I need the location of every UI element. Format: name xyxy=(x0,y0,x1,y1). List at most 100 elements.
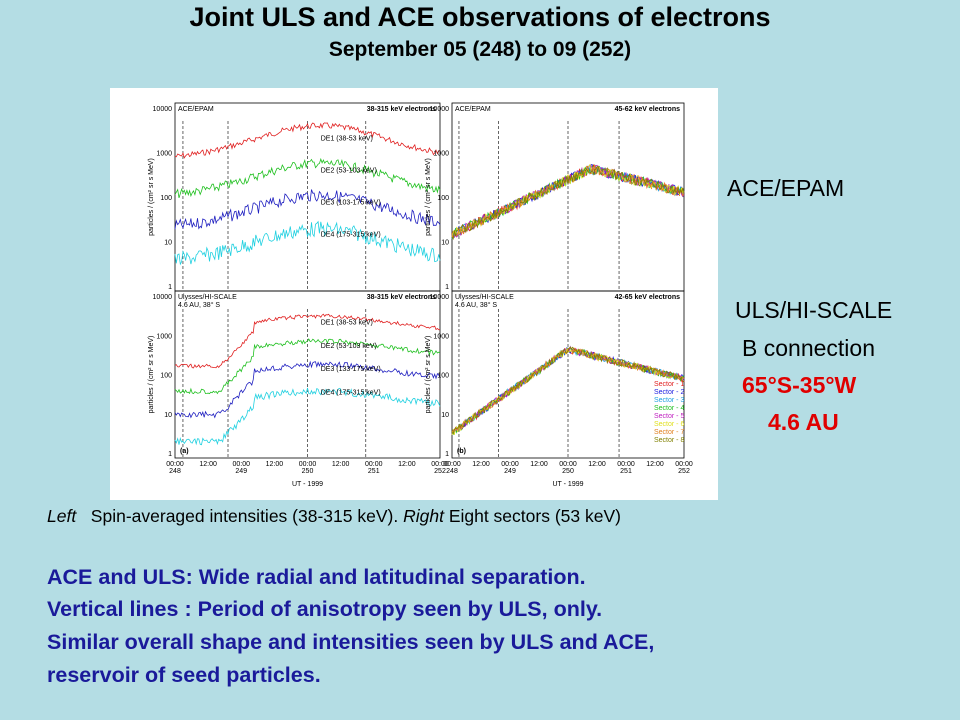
trace xyxy=(451,164,685,240)
x-tick-label: 00:00 xyxy=(365,461,383,468)
caption-text: Spin-averaged intensities (38-315 keV). xyxy=(90,506,399,526)
x-day-label: 249 xyxy=(235,468,247,475)
channel-label: DE4 (175-315 keV) xyxy=(321,390,381,397)
title: Joint ULS and ACE observations of electr… xyxy=(189,2,771,32)
panel-location: 4.6 AU, 38° S xyxy=(178,301,220,309)
x-tick-label: 12:00 xyxy=(199,461,217,468)
y-tick-label: 10000 xyxy=(430,106,450,113)
side-label: 4.6 AU xyxy=(768,409,839,435)
x-tick-label: 12:00 xyxy=(332,461,350,468)
y-tick-label: 1 xyxy=(445,451,449,458)
side-label: ACE/EPAM xyxy=(727,175,845,201)
sector-label: Sector - 2 xyxy=(654,389,684,396)
x-day-label: 250 xyxy=(302,468,314,475)
trace xyxy=(174,387,441,446)
panel-letter: (a) xyxy=(180,448,189,455)
x-tick-label: 00:00 xyxy=(501,461,519,468)
side-label: ULS/HI-SCALE xyxy=(735,297,893,323)
y-tick-label: 1 xyxy=(445,284,449,291)
y-tick-label: 100 xyxy=(437,373,449,380)
y-axis-label: particles / (cm² sr s MeV) xyxy=(425,158,432,236)
channel-label: DE4 (175-315 keV) xyxy=(321,231,381,238)
x-tick-label: 00:00 xyxy=(431,461,449,468)
channel-label: DE1 (38-53 keV) xyxy=(321,319,373,326)
y-tick-label: 10000 xyxy=(430,294,450,301)
panel-instrument: ACE/EPAM xyxy=(178,106,214,113)
panel-energy: 38-315 keV electrons xyxy=(367,106,436,113)
side-label: B connection xyxy=(742,335,875,361)
sector-label: Sector - 4 xyxy=(654,405,684,412)
y-tick-label: 1000 xyxy=(433,333,449,340)
y-tick-label: 10 xyxy=(164,412,172,419)
x-tick-label: 00:00 xyxy=(617,461,635,468)
y-tick-label: 10 xyxy=(441,412,449,419)
y-tick-label: 10 xyxy=(164,240,172,247)
y-tick-label: 100 xyxy=(437,195,449,202)
x-day-label: 249 xyxy=(504,468,516,475)
y-tick-label: 100 xyxy=(160,373,172,380)
trace xyxy=(174,189,441,230)
panel-instrument: ACE/EPAM xyxy=(455,106,491,113)
side-label: 65°S-35°W xyxy=(742,372,857,398)
y-tick-label: 1000 xyxy=(156,151,172,158)
x-tick-label: 12:00 xyxy=(588,461,606,468)
sector-label: Sector - 8 xyxy=(654,437,684,444)
trace xyxy=(451,346,685,435)
y-tick-label: 1000 xyxy=(433,151,449,158)
x-tick-label: 00:00 xyxy=(299,461,317,468)
x-axis-label: UT - 1999 xyxy=(292,481,323,488)
x-day-label: 248 xyxy=(169,468,181,475)
sector-label: Sector - 7 xyxy=(654,429,684,436)
x-day-label: 251 xyxy=(368,468,380,475)
caption-term: Right xyxy=(403,506,444,526)
x-tick-label: 12:00 xyxy=(530,461,548,468)
y-tick-label: 10000 xyxy=(153,106,173,113)
y-tick-label: 100 xyxy=(160,195,172,202)
y-axis-label: particles / (cm² sr s MeV) xyxy=(425,336,432,414)
sector-label: Sector - 5 xyxy=(654,413,684,420)
trace xyxy=(174,338,441,395)
x-day-label: 251 xyxy=(620,468,632,475)
trace xyxy=(174,157,441,199)
x-tick-label: 12:00 xyxy=(472,461,490,468)
x-tick-label: 12:00 xyxy=(398,461,416,468)
x-day-label: 248 xyxy=(446,468,458,475)
body-line: ACE and ULS: Wide radial and latitudinal… xyxy=(47,565,586,589)
y-axis-label: particles / (cm² sr s MeV) xyxy=(148,158,155,236)
body-line: reservoir of seed particles. xyxy=(47,663,321,687)
caption: Left Spin-averaged intensities (38-315 k… xyxy=(47,506,621,527)
figure-background xyxy=(110,88,718,500)
channel-label: DE3 (133-175 keV) xyxy=(321,366,381,373)
panel-energy: 42-65 keV electrons xyxy=(615,294,680,301)
channel-label: DE2 (53-103 keV) xyxy=(321,168,377,175)
x-tick-label: 00:00 xyxy=(166,461,184,468)
x-tick-label: 00:00 xyxy=(559,461,577,468)
panel-location: 4.6 AU, 38° S xyxy=(455,301,497,309)
trace xyxy=(174,360,441,419)
sector-label: Sector - 6 xyxy=(654,421,684,428)
y-tick-label: 1 xyxy=(168,284,172,291)
x-tick-label: 12:00 xyxy=(266,461,284,468)
panel-letter: (b) xyxy=(457,448,466,455)
x-day-label: 252 xyxy=(434,468,446,475)
trace xyxy=(451,165,685,240)
channel-label: DE2 (53-103 keV) xyxy=(321,343,377,350)
x-axis-label: UT - 1999 xyxy=(553,481,584,488)
panel-energy: 38-315 keV electrons xyxy=(367,294,436,301)
trace xyxy=(174,313,441,369)
y-tick-label: 1000 xyxy=(156,333,172,340)
x-tick-label: 12:00 xyxy=(646,461,664,468)
caption-term: Left xyxy=(47,506,77,526)
trace xyxy=(174,122,441,159)
sector-label: Sector - 3 xyxy=(654,397,684,404)
body-line: Vertical lines : Period of anisotropy se… xyxy=(47,597,603,621)
panel-energy: 45-62 keV electrons xyxy=(615,106,680,113)
x-tick-label: 00:00 xyxy=(675,461,693,468)
plot-frame xyxy=(451,290,685,459)
x-tick-label: 00:00 xyxy=(443,461,461,468)
y-tick-label: 10000 xyxy=(153,294,173,301)
x-day-label: 252 xyxy=(678,468,690,475)
y-tick-label: 10 xyxy=(441,240,449,247)
panel-instrument: Ulysses/HI-SCALE xyxy=(455,294,514,301)
